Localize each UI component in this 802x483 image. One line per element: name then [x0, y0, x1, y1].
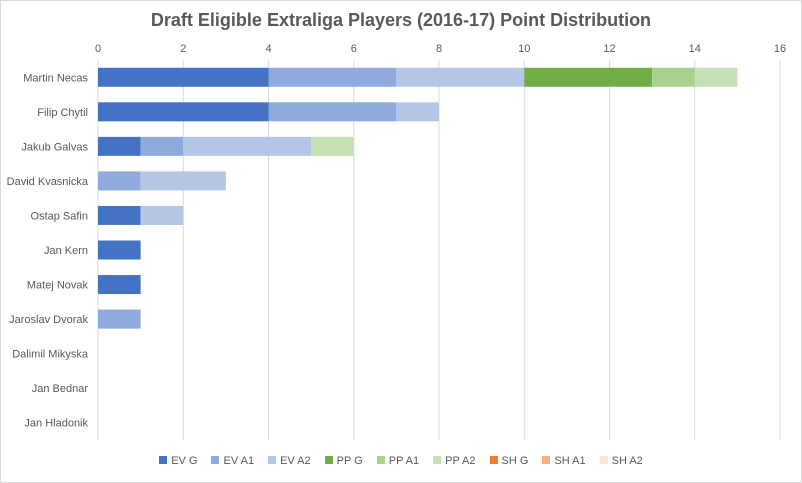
- category-label: Jan Kern: [44, 245, 88, 257]
- category-label: Jan Hladonik: [24, 418, 88, 430]
- legend-swatch: [542, 456, 551, 464]
- bar-segment-ev-a1: [98, 309, 141, 329]
- legend-swatch: [324, 456, 333, 464]
- legend-item: SH A1: [542, 455, 586, 467]
- legend-label: PP A2: [445, 455, 476, 467]
- x-axis-ticks: 0 2 4 6 8 10 12 14 16: [95, 43, 786, 55]
- legend-label: EV A1: [223, 455, 255, 467]
- gridlines: [97, 60, 781, 440]
- bar-segment-ev-a2: [140, 205, 184, 225]
- legend-label: SH A2: [611, 455, 643, 467]
- bar-segment-ev-a1: [268, 102, 397, 122]
- category-label: Jakub Galvas: [21, 141, 88, 153]
- bar-segment-ev-a1: [268, 67, 397, 87]
- legend-label: SH A1: [554, 455, 586, 467]
- bar-segment-ev-g: [98, 275, 141, 295]
- bar-segment-pp-a1: [652, 67, 695, 87]
- category-label: Dalimil Mikyska: [12, 349, 89, 361]
- legend-swatch: [268, 456, 277, 464]
- x-tick-label: 10: [518, 43, 530, 55]
- category-labels: Martin Necas Filip Chytil Jakub Galvas Davi…: [7, 72, 89, 429]
- legend: EV G EV A1 EV A2 PP G PP A1 PP A2 SH G SH A1 SH …: [0, 455, 802, 467]
- legend-label: EV G: [171, 455, 198, 467]
- bar-segment-ev-a1: [98, 171, 141, 191]
- legend-label: PP G: [336, 455, 363, 467]
- category-label: Filip Chytil: [37, 107, 88, 119]
- legend-item: PP G: [324, 455, 363, 467]
- legend-item: EV A2: [268, 455, 311, 467]
- bar-segment-ev-a2: [140, 171, 226, 191]
- bar-segment-ev-g: [98, 205, 141, 225]
- legend-item: SH A2: [599, 455, 643, 467]
- x-tick-label: 0: [95, 43, 101, 55]
- legend-label: SH G: [501, 455, 529, 467]
- x-tick-label: 4: [265, 43, 271, 55]
- legend-item: PP A1: [376, 455, 420, 467]
- bar-segment-pp-a2: [311, 136, 354, 156]
- legend-swatch: [433, 456, 442, 464]
- bar-segment-ev-a1: [140, 136, 184, 156]
- x-tick-label: 14: [689, 43, 701, 55]
- category-label: Ostap Safin: [31, 210, 88, 222]
- x-tick-label: 12: [603, 43, 615, 55]
- legend-swatch: [376, 456, 385, 464]
- bar-segment-pp-a2: [694, 67, 738, 87]
- category-label: Jaroslav Dvorak: [9, 314, 88, 326]
- category-label: David Kvasnicka: [7, 176, 89, 188]
- bar-segment-ev-g: [98, 102, 269, 122]
- bar-segment-pp-g: [524, 67, 653, 87]
- category-label: Martin Necas: [23, 72, 88, 84]
- bar-segment-ev-a2: [396, 102, 439, 122]
- legend-item: EV G: [159, 455, 197, 467]
- x-tick-label: 8: [436, 43, 442, 55]
- x-tick-label: 16: [774, 43, 786, 55]
- bar-segment-ev-a2: [183, 136, 312, 156]
- legend-label: EV A2: [280, 455, 311, 467]
- legend-swatch: [211, 456, 220, 464]
- category-label: Jan Bednar: [32, 383, 89, 395]
- legend-swatch: [489, 456, 498, 464]
- bars: [98, 67, 738, 329]
- bar-segment-ev-a2: [396, 67, 525, 87]
- bar-segment-ev-g: [98, 67, 269, 87]
- category-label: Matej Novak: [27, 280, 89, 292]
- legend-swatch: [159, 456, 168, 464]
- bar-segment-ev-g: [98, 136, 141, 156]
- legend-label: PP A1: [388, 455, 420, 467]
- legend-swatch: [599, 456, 608, 464]
- legend-item: SH G: [489, 455, 529, 467]
- bar-segment-ev-g: [98, 240, 141, 260]
- legend-item: PP A2: [433, 455, 476, 467]
- x-tick-label: 6: [351, 43, 357, 55]
- chart-title: Draft Eligible Extraliga Players (2016-1…: [150, 10, 652, 30]
- x-tick-label: 2: [180, 43, 186, 55]
- legend-item: EV A1: [211, 455, 254, 467]
